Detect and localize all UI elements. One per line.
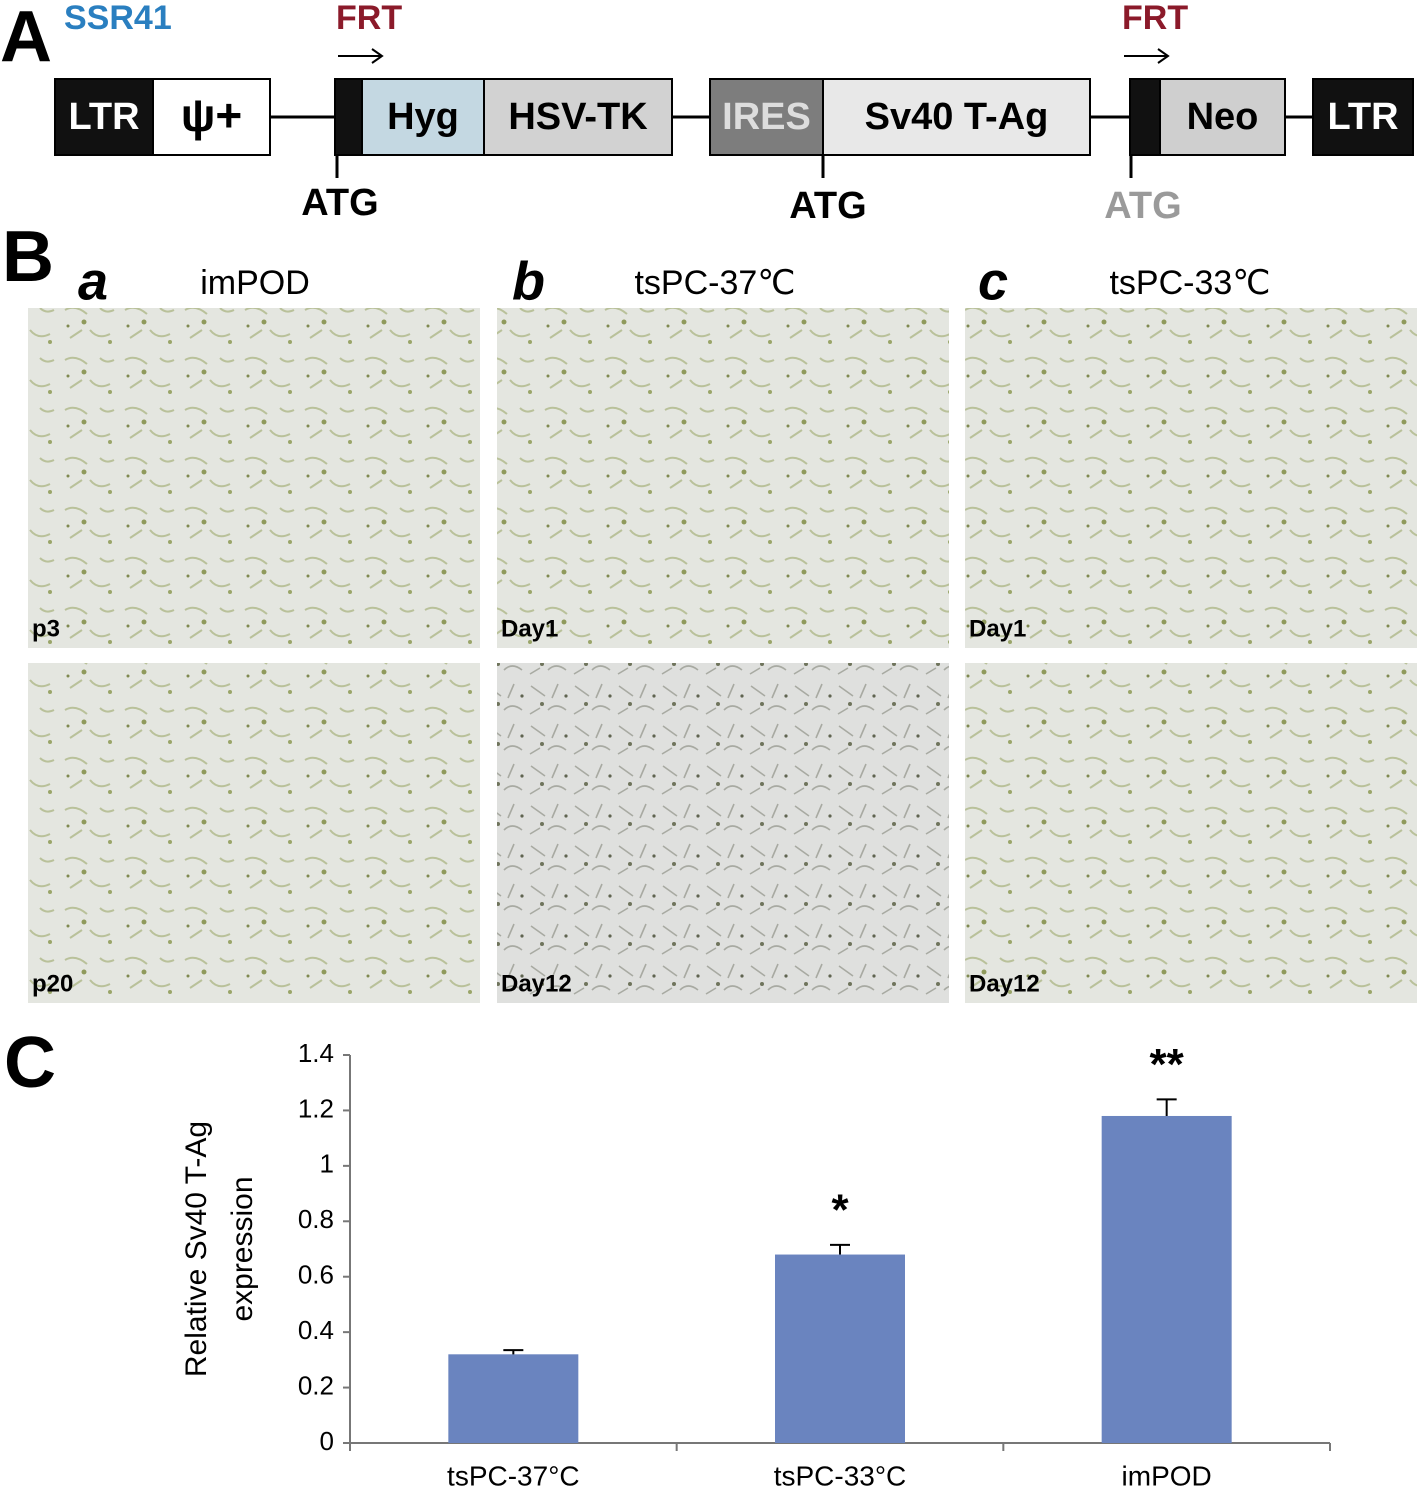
construct-element [822, 78, 1091, 156]
element-label: Hyg [387, 96, 459, 138]
column-title: tsPC-37℃ [634, 264, 795, 302]
y-tick-label: 1 [320, 1149, 334, 1179]
micrograph [28, 308, 480, 648]
x-tick-label: tsPC-33°C [774, 1460, 907, 1491]
image-label: Day12 [969, 970, 1040, 997]
y-tick-label: 1.2 [298, 1093, 334, 1123]
bar [775, 1254, 905, 1443]
micrograph [497, 663, 949, 1003]
element-label: HSV-TK [508, 96, 648, 138]
column-title: imPOD [200, 264, 310, 302]
image-label: Day1 [501, 615, 558, 642]
error-bar [503, 1349, 524, 1355]
construct-element [54, 78, 154, 156]
atg-label: ATG [1104, 185, 1181, 227]
column-title: tsPC-33℃ [1109, 264, 1270, 302]
element-label: ψ+ [181, 89, 243, 141]
error-bar [830, 1243, 850, 1255]
frt-arrow [338, 48, 384, 64]
construct-element [483, 78, 673, 156]
element-label: Neo [1187, 96, 1259, 138]
y-axis-label: Relative Sv40 T-Ag [180, 1121, 213, 1377]
element-label: LTR [68, 96, 139, 138]
element-label: LTR [1327, 96, 1398, 138]
frt-arrow [1124, 48, 1170, 64]
micrograph [965, 308, 1417, 648]
x-tick-label: imPOD [1122, 1460, 1212, 1491]
column-letter: c [978, 251, 1008, 311]
element-label: IRES [722, 96, 811, 138]
x-tick-label: tsPC-37°C [447, 1460, 580, 1491]
image-label: Day1 [969, 615, 1026, 642]
y-tick-label: 0.8 [298, 1204, 334, 1234]
y-tick-label: 0.2 [298, 1370, 334, 1400]
significance-marker: ** [1150, 1040, 1185, 1089]
bar [1101, 1115, 1232, 1443]
panel-b: B a imPOD p3 p20 b tsPC-37℃ Day1 Day12 c tsPC-33℃… [2, 217, 1417, 1003]
y-tick-label: 0.6 [298, 1260, 334, 1290]
panel-c: C 0 0.2 0.4 0.6 0.8 1 1.2 1.4 Relative Sv40 T-Ag… [4, 1023, 1331, 1491]
construct-name: SSR41 [64, 0, 172, 37]
significance-marker: * [831, 1185, 849, 1234]
micrograph [28, 663, 480, 1003]
frt-site [1129, 78, 1161, 156]
bar [448, 1354, 579, 1443]
construct-element [1312, 78, 1414, 156]
image-label: p20 [32, 970, 73, 997]
frt-label: FRT [1122, 0, 1188, 37]
atg-label: ATG [789, 185, 866, 227]
micrograph [497, 308, 949, 648]
construct-element [1159, 78, 1286, 156]
frt-site [334, 78, 363, 156]
panel-letter: C [4, 1023, 56, 1103]
frt-label: FRT [336, 0, 402, 37]
y-tick-label: 0.4 [298, 1315, 334, 1345]
column-letter: b [512, 251, 545, 311]
atg-label: ATG [301, 182, 378, 224]
y-axis-label: expression [226, 1176, 259, 1321]
y-tick-label: 0 [320, 1426, 334, 1456]
construct-element [152, 78, 271, 156]
micrograph [965, 663, 1417, 1003]
image-label: p3 [32, 615, 60, 642]
error-bar [1156, 1098, 1177, 1116]
panel-letter: B [2, 217, 54, 297]
image-label: Day12 [501, 970, 572, 997]
panel-a: A SSR41 FRT FRT ATG ATG ATG LTR ψ+ Hyg HSV-… [0, 0, 1414, 227]
element-label: Sv40 T-Ag [865, 96, 1049, 138]
construct-element [361, 78, 485, 156]
y-tick-label: 1.4 [298, 1038, 334, 1068]
panel-letter: A [0, 0, 52, 77]
column-letter: a [78, 251, 108, 311]
